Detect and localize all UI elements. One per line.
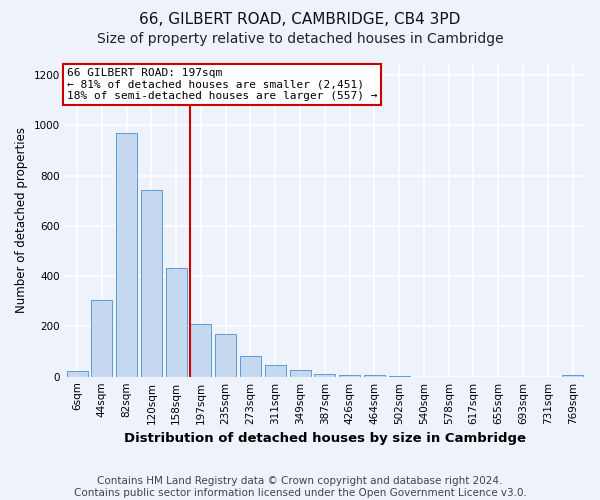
Y-axis label: Number of detached properties: Number of detached properties bbox=[15, 126, 28, 312]
Bar bbox=[215, 334, 236, 376]
X-axis label: Distribution of detached houses by size in Cambridge: Distribution of detached houses by size … bbox=[124, 432, 526, 445]
Bar bbox=[166, 268, 187, 376]
Bar bbox=[364, 375, 385, 376]
Text: 66 GILBERT ROAD: 197sqm
← 81% of detached houses are smaller (2,451)
18% of semi: 66 GILBERT ROAD: 197sqm ← 81% of detache… bbox=[67, 68, 377, 100]
Bar bbox=[116, 134, 137, 376]
Bar bbox=[265, 365, 286, 376]
Bar bbox=[240, 356, 261, 376]
Bar bbox=[290, 370, 311, 376]
Bar bbox=[314, 374, 335, 376]
Bar bbox=[190, 324, 211, 376]
Text: 66, GILBERT ROAD, CAMBRIDGE, CB4 3PD: 66, GILBERT ROAD, CAMBRIDGE, CB4 3PD bbox=[139, 12, 461, 28]
Bar bbox=[141, 190, 162, 376]
Bar bbox=[67, 371, 88, 376]
Text: Contains HM Land Registry data © Crown copyright and database right 2024.
Contai: Contains HM Land Registry data © Crown c… bbox=[74, 476, 526, 498]
Text: Size of property relative to detached houses in Cambridge: Size of property relative to detached ho… bbox=[97, 32, 503, 46]
Bar bbox=[562, 374, 583, 376]
Bar bbox=[91, 300, 112, 376]
